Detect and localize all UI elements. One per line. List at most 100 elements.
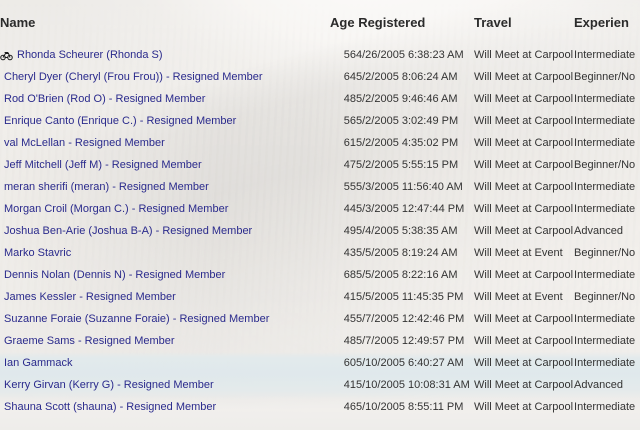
member-name-link[interactable]: Morgan Croil (Morgan C.) - Resigned Memb…: [4, 203, 229, 215]
cell-age: 61: [343, 137, 356, 149]
cell-experience: Intermediate: [574, 357, 636, 369]
table-row[interactable]: Suzanne Foraie (Suzanne Foraie) - Resign…: [0, 308, 640, 330]
member-name-link[interactable]: James Kessler - Resigned Member: [4, 291, 176, 303]
cell-name: Rod O'Brien (Rod O) - Resigned Member: [0, 88, 330, 110]
cell-registered: 5/2/2005 5:55:15 PM: [356, 159, 459, 171]
name-cell-inner: Ian Gammack: [0, 352, 330, 374]
cell-name: Morgan Croil (Morgan C.) - Resigned Memb…: [0, 198, 330, 220]
member-name-link[interactable]: Shauna Scott (shauna) - Resigned Member: [4, 401, 217, 413]
cell-registered: 5/7/2005 12:49:57 PM: [356, 335, 465, 347]
table-row[interactable]: Shauna Scott (shauna) - Resigned Member 4…: [0, 396, 640, 418]
cell-name: Joshua Ben-Arie (Joshua B-A) - Resigned …: [0, 220, 330, 242]
cell-age: 41: [343, 291, 356, 303]
column-header-name[interactable]: Name: [0, 14, 36, 30]
cell-age: 48: [343, 93, 356, 105]
name-cell-inner: Kerry Girvan (Kerry G) - Resigned Member: [0, 374, 330, 396]
name-cell-inner: Marko Stavric: [0, 242, 330, 264]
member-roster-table: Name Age Registered Travel Experien Rhon…: [0, 0, 640, 418]
cell-travel: Will Meet at Carpool: [474, 49, 574, 61]
cell-travel: Will Meet at Carpool: [474, 401, 574, 413]
table-row[interactable]: Dennis Nolan (Dennis N) - Resigned Membe…: [0, 264, 640, 286]
column-header-age-text: Age: [330, 14, 355, 30]
member-name-link[interactable]: Joshua Ben-Arie (Joshua B-A) - Resigned …: [4, 225, 253, 237]
table-row[interactable]: Rod O'Brien (Rod O) - Resigned Member 48 5…: [0, 88, 640, 110]
cell-registered: 5/3/2005 12:47:44 PM: [356, 203, 465, 215]
column-header-registered-text: Registered: [358, 14, 426, 30]
table-row[interactable]: Jeff Mitchell (Jeff M) - Resigned Member…: [0, 154, 640, 176]
cell-travel: Will Meet at Carpool: [474, 225, 574, 237]
column-header-age-registered[interactable]: Age Registered: [330, 0, 474, 44]
cell-travel: Will Meet at Carpool: [474, 115, 574, 127]
column-header-travel[interactable]: Travel: [474, 14, 512, 30]
cell-registered: 5/10/2005 6:40:27 AM: [356, 357, 464, 369]
member-name-link[interactable]: meran sherifi (meran) - Resigned Member: [4, 181, 209, 193]
cell-experience: Intermediate: [574, 335, 636, 347]
cell-experience: Intermediate: [574, 115, 636, 127]
cell-experience: Intermediate: [574, 49, 636, 61]
table-row[interactable]: Morgan Croil (Morgan C.) - Resigned Memb…: [0, 198, 640, 220]
name-cell-inner: Suzanne Foraie (Suzanne Foraie) - Resign…: [0, 308, 330, 330]
table-row[interactable]: Enrique Canto (Enrique C.) - Resigned Me…: [0, 110, 640, 132]
name-cell-inner: Jeff Mitchell (Jeff M) - Resigned Member: [0, 154, 330, 176]
cell-travel: Will Meet at Carpool: [474, 159, 574, 171]
cell-registered: 5/10/2005 10:08:31 AM: [356, 379, 470, 391]
cell-travel: Will Meet at Carpool: [474, 203, 574, 215]
member-name-link[interactable]: Ian Gammack: [4, 357, 73, 369]
cell-registered: 4/26/2005 6:38:23 AM: [356, 49, 464, 61]
bicycle-icon: [0, 50, 13, 61]
cell-registered: 5/2/2005 9:46:46 AM: [356, 93, 458, 105]
cell-name: Graeme Sams - Resigned Member: [0, 330, 330, 352]
member-name-link[interactable]: Rod O'Brien (Rod O) - Resigned Member: [4, 93, 206, 105]
cell-age: 56: [343, 115, 356, 127]
cell-travel: Will Meet at Carpool: [474, 71, 574, 83]
name-cell-inner: Rhonda Scheurer (Rhonda S): [0, 44, 330, 66]
cell-experience: Beginner/No: [574, 247, 636, 259]
cell-name: James Kessler - Resigned Member: [0, 286, 330, 308]
name-cell-inner: Shauna Scott (shauna) - Resigned Member: [0, 396, 330, 418]
name-cell-inner: Cheryl Dyer (Cheryl (Frou Frou)) - Resig…: [0, 66, 330, 88]
cell-travel: Will Meet at Carpool: [474, 357, 574, 369]
member-name-link[interactable]: Cheryl Dyer (Cheryl (Frou Frou)) - Resig…: [4, 71, 263, 83]
table-row[interactable]: Joshua Ben-Arie (Joshua B-A) - Resigned …: [0, 220, 640, 242]
table-row-highlighted[interactable]: Ian Gammack 60 5/10/2005 6:40:27 AM Will Me…: [0, 352, 640, 374]
name-cell-inner: Enrique Canto (Enrique C.) - Resigned Me…: [0, 110, 330, 132]
cell-experience: Intermediate: [574, 203, 636, 215]
table-row[interactable]: Rhonda Scheurer (Rhonda S) 56 4/26/2005 6:…: [0, 44, 640, 66]
cell-registered: 5/2/2005 8:06:24 AM: [356, 71, 458, 83]
member-name-link[interactable]: Enrique Canto (Enrique C.) - Resigned Me…: [4, 115, 237, 127]
member-name-link[interactable]: Graeme Sams - Resigned Member: [4, 335, 175, 347]
member-name-link[interactable]: Jeff Mitchell (Jeff M) - Resigned Member: [4, 159, 202, 171]
cell-registered: 5/5/2005 8:19:24 AM: [356, 247, 458, 259]
name-cell-inner: Dennis Nolan (Dennis N) - Resigned Membe…: [0, 264, 330, 286]
table-header: Name Age Registered Travel Experien: [0, 0, 640, 44]
member-name-link[interactable]: Suzanne Foraie (Suzanne Foraie) - Resign…: [4, 313, 270, 325]
cell-registered: 5/4/2005 5:38:35 AM: [356, 225, 458, 237]
table-row[interactable]: James Kessler - Resigned Member 41 5/5/200…: [0, 286, 640, 308]
member-name-link[interactable]: Kerry Girvan (Kerry G) - Resigned Member: [4, 379, 214, 391]
cell-age: 44: [343, 203, 356, 215]
table-row[interactable]: Cheryl Dyer (Cheryl (Frou Frou)) - Resig…: [0, 66, 640, 88]
cell-experience: Beginner/No: [574, 71, 636, 83]
cell-travel: Will Meet at Carpool: [474, 137, 574, 149]
member-name-link[interactable]: Marko Stavric: [4, 247, 72, 259]
cell-name: meran sherifi (meran) - Resigned Member: [0, 176, 330, 198]
cell-travel: Will Meet at Carpool: [474, 181, 574, 193]
member-name-link[interactable]: Rhonda Scheurer (Rhonda S): [17, 49, 163, 61]
table-row[interactable]: Kerry Girvan (Kerry G) - Resigned Member…: [0, 374, 640, 396]
cell-age: 60: [343, 357, 356, 369]
table-header-row: Name Age Registered Travel Experien: [0, 0, 640, 44]
table-row[interactable]: Graeme Sams - Resigned Member 48 5/7/2005 …: [0, 330, 640, 352]
member-name-link[interactable]: val McLellan - Resigned Member: [4, 137, 165, 149]
column-header-experience[interactable]: Experien: [574, 14, 629, 30]
cell-travel: Will Meet at Carpool: [474, 93, 574, 105]
table-row[interactable]: Marko Stavric 43 5/5/2005 8:19:24 AM Will M…: [0, 242, 640, 264]
cell-name: Rhonda Scheurer (Rhonda S): [0, 44, 330, 66]
table-row[interactable]: meran sherifi (meran) - Resigned Member 5…: [0, 176, 640, 198]
cell-experience: Intermediate: [574, 401, 636, 413]
member-name-link[interactable]: Dennis Nolan (Dennis N) - Resigned Membe…: [4, 269, 226, 281]
name-cell-inner: val McLellan - Resigned Member: [0, 132, 330, 154]
name-cell-inner: Morgan Croil (Morgan C.) - Resigned Memb…: [0, 198, 330, 220]
table-row[interactable]: val McLellan - Resigned Member 61 5/2/2005…: [0, 132, 640, 154]
cell-age: 41: [343, 379, 356, 391]
